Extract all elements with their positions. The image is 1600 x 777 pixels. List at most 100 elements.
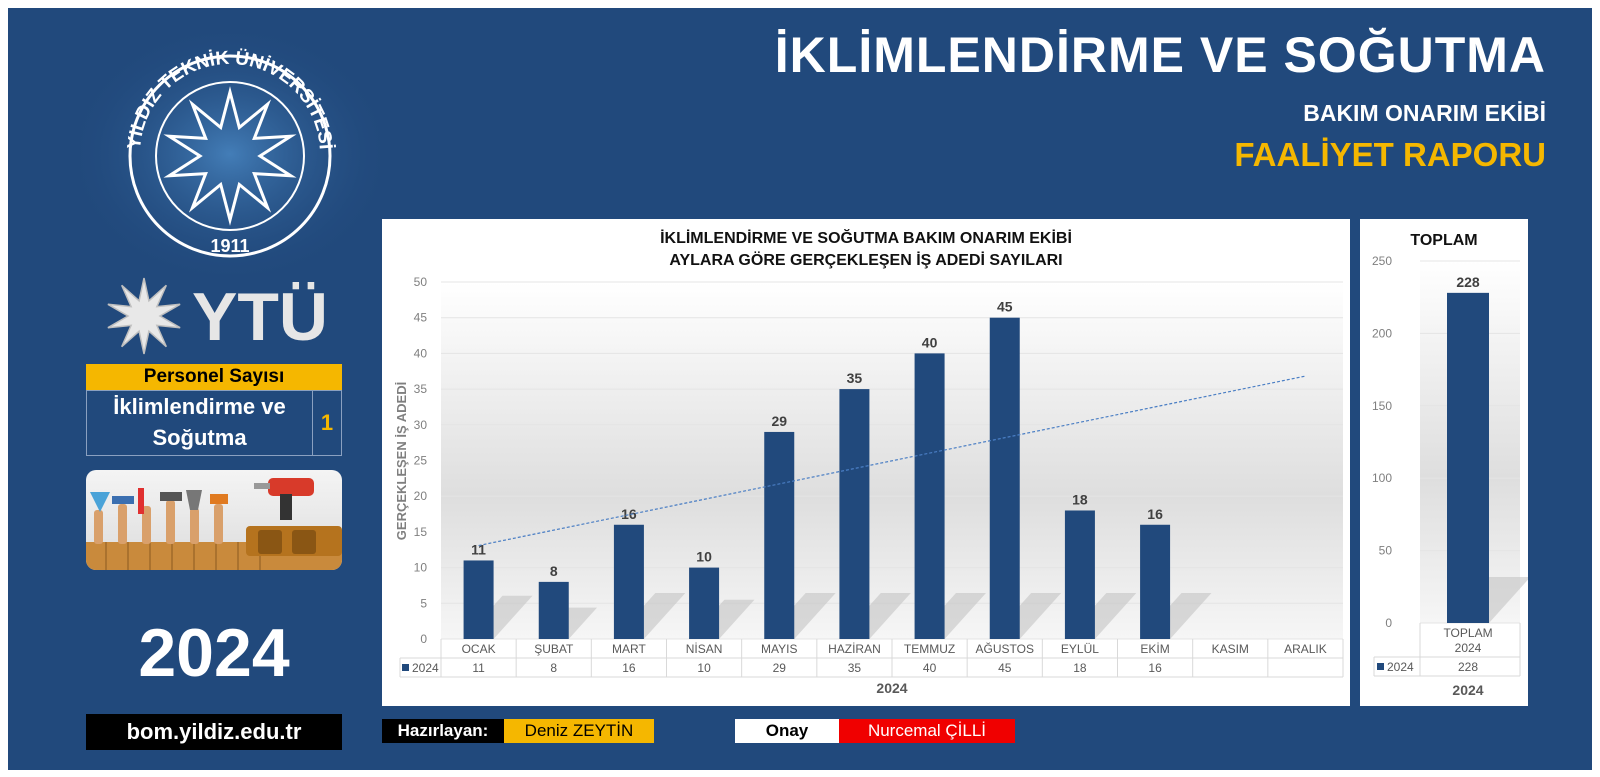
bar-mayis: [764, 431, 795, 639]
ytu-logo-text: YTÜ: [192, 279, 328, 355]
total-data-labels: 228: [1456, 274, 1480, 290]
data-label: 29: [771, 413, 787, 429]
legend-series-name: 2024: [412, 661, 439, 675]
x-tick-label-ubat: ŞUBAT: [534, 642, 574, 656]
table-value: 16: [1148, 661, 1162, 675]
report-subtitle: FAALİYET RAPORU: [1234, 136, 1546, 173]
y-tick-label: 40: [414, 346, 428, 360]
page-title: İKLİMLENDİRME VE SOĞUTMA: [774, 27, 1546, 83]
table-value: 228: [1458, 660, 1478, 674]
bar-eyl-l: [1064, 510, 1095, 639]
y-tick-label: 15: [414, 525, 428, 539]
x-tick-label-kasim: KASIM: [1212, 642, 1249, 656]
data-label: 40: [922, 334, 938, 350]
chart-title-line1: İKLİMLENDİRME VE SOĞUTMA BAKIM ONARIM EK…: [660, 228, 1072, 247]
y-tick-label: 10: [414, 561, 428, 575]
y-tick-label: 20: [414, 489, 428, 503]
legend-key-icon: [1377, 663, 1384, 670]
bar-hazi-ran: [839, 389, 870, 639]
data-label: 45: [997, 299, 1013, 315]
y-tick-label: 200: [1372, 326, 1392, 340]
staff-unit-line2: Soğutma: [152, 425, 247, 450]
bar-ubat: [538, 581, 569, 639]
x-tick-label-ocak: OCAK: [462, 642, 496, 656]
table-value: 35: [848, 661, 862, 675]
trendline: [478, 375, 1306, 547]
seal-star-icon: [163, 86, 297, 226]
data-label: 16: [1147, 506, 1163, 522]
bar-mart: [613, 524, 644, 639]
total-x-axis-label: 2024: [1452, 682, 1483, 698]
bar-ni-san: [689, 567, 720, 639]
y-tick-label: 35: [414, 382, 428, 396]
legend-key-icon: [402, 664, 409, 671]
y-axis-ticks: 0 5 10 15 20 25 30 35 40 45 50: [414, 275, 428, 646]
data-label: 8: [550, 563, 558, 579]
dashboard-frame: İKLİMLENDİRME VE SOĞUTMA BAKIM ONARIM EK…: [8, 8, 1592, 770]
bar-toplam-2024: [1447, 292, 1489, 623]
data-labels: 11 8 16 10 29 35 40 45 18 16: [471, 299, 1163, 579]
seal-inner-ring: [155, 81, 305, 231]
approved-by: Onay Nurcemal ÇİLLİ: [735, 719, 1015, 743]
x-tick-label-eyl-l: EYLÜL: [1061, 642, 1099, 656]
staff-count: 1: [320, 410, 334, 435]
y-axis-label: GERÇEKLEŞEN İŞ ADEDİ: [394, 382, 409, 540]
y-tick-label: 150: [1372, 399, 1392, 413]
seal-outer-ring: [128, 54, 332, 258]
monthly-chart: İKLİMLENDİRME VE SOĞUTMA BAKIM ONARIM EK…: [382, 219, 1350, 706]
approve-name: Nurcemal ÇİLLİ: [839, 719, 1015, 743]
y-tick-label: 0: [420, 632, 427, 646]
data-table: 2024 OCAK 11 ŞUBAT 8 MART 16 NİSAN 10 MAYIS 29 HAZİ…: [399, 639, 1344, 678]
x-tick-label-a-ustos: AĞUSTOS: [976, 641, 1034, 656]
bar-a-ustos: [989, 317, 1020, 639]
table-value: 10: [697, 661, 711, 675]
approve-label: Onay: [735, 719, 839, 743]
website-link[interactable]: bom.yildiz.edu.tr: [86, 714, 342, 750]
ytu-logo-star-icon: [107, 277, 181, 355]
data-label: 228: [1456, 274, 1480, 290]
report-year: 2024: [138, 615, 290, 691]
table-value: 45: [998, 661, 1012, 675]
x-tick-label-hazi-ran: HAZİRAN: [828, 642, 881, 656]
x-tick-label-line1: TOPLAM: [1443, 626, 1492, 640]
y-tick-label: 5: [420, 596, 427, 610]
table-value: 11: [472, 661, 485, 675]
x-tick-label-mayis: MAYIS: [761, 642, 797, 656]
bar-temmuz: [914, 353, 945, 639]
total-y-axis-ticks: 0 50 100 150 200 250: [1372, 254, 1392, 630]
x-tick-label-temmuz: TEMMUZ: [904, 642, 955, 656]
bars: [463, 317, 1171, 639]
total-chart-title: TOPLAM: [1410, 232, 1477, 249]
chart-title-line2: AYLARA GÖRE GERÇEKLEŞEN İŞ ADEDİ SAYILAR…: [669, 250, 1062, 269]
y-tick-label: 0: [1385, 616, 1392, 630]
y-tick-label: 50: [1379, 544, 1393, 558]
y-tick-label: 25: [414, 454, 428, 468]
data-label: 18: [1072, 491, 1088, 507]
prepared-label: Hazırlayan:: [382, 719, 504, 743]
staff-row: İklimlendirme ve Soğutma 1: [86, 390, 342, 456]
staff-unit: İklimlendirme ve Soğutma: [87, 391, 313, 455]
table-value: 8: [550, 661, 557, 675]
x-tick-label-aralik: ARALIK: [1284, 642, 1327, 656]
prepared-by: Hazırlayan: Deniz ZEYTİN: [382, 719, 654, 743]
tools-image: [86, 470, 342, 570]
y-tick-label: 45: [414, 311, 428, 325]
ytu-logo: YTÜ: [107, 277, 328, 355]
table-value: 29: [773, 661, 787, 675]
prepared-name: Deniz ZEYTİN: [504, 719, 654, 743]
x-tick-label-eki-m: EKİM: [1140, 642, 1169, 656]
staff-count-box: Personel Sayısı İklimlendirme ve Soğutma…: [86, 364, 342, 456]
bar-ocak: [463, 560, 494, 639]
x-axis-label: 2024: [876, 680, 907, 696]
data-label: 11: [471, 541, 486, 557]
data-label: 10: [696, 549, 712, 565]
y-tick-label: 50: [414, 275, 428, 289]
seal-year: 1911: [210, 236, 249, 256]
tool-belt-icon: [246, 526, 342, 556]
total-bars: [1447, 292, 1489, 623]
x-tick-label-line2: 2024: [1455, 641, 1482, 655]
team-subtitle: BAKIM ONARIM EKİBİ: [1303, 100, 1546, 126]
y-tick-label: 100: [1372, 471, 1392, 485]
drill-icon: [254, 478, 314, 520]
